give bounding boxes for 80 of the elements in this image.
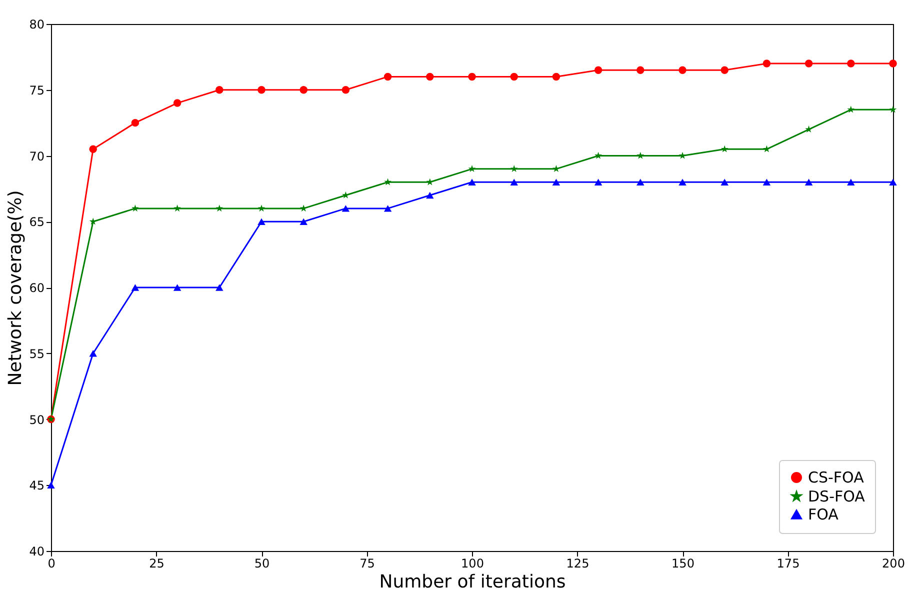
x-tick-label: 100 xyxy=(461,556,484,570)
x-axis-title: Number of iterations xyxy=(379,572,566,592)
point xyxy=(510,72,518,81)
point xyxy=(636,178,644,186)
point xyxy=(805,126,812,133)
y-tick-label: 80 xyxy=(29,18,44,32)
point xyxy=(763,145,770,152)
point xyxy=(804,60,813,68)
point xyxy=(216,86,224,94)
y-tick-label: 70 xyxy=(29,149,44,164)
point xyxy=(174,204,181,212)
point xyxy=(300,86,308,94)
point xyxy=(678,66,686,74)
y-tick-label: 50 xyxy=(29,412,44,427)
point xyxy=(594,66,602,74)
point xyxy=(258,218,266,225)
point xyxy=(468,165,476,172)
y-tick-label: 40 xyxy=(29,544,44,558)
point xyxy=(720,66,728,74)
point xyxy=(300,218,308,225)
point xyxy=(889,60,897,68)
point xyxy=(847,60,855,68)
x-tick-label: 200 xyxy=(882,556,905,570)
point xyxy=(258,86,266,94)
point xyxy=(426,192,434,199)
x-tick-label: 175 xyxy=(776,556,800,570)
x-tick-label: 50 xyxy=(254,556,270,570)
point xyxy=(47,482,55,488)
y-tick-label: 75 xyxy=(29,83,44,98)
point xyxy=(720,178,728,186)
point xyxy=(173,284,182,291)
legend-label: CS-FOA xyxy=(808,468,865,486)
point xyxy=(636,152,644,159)
point xyxy=(384,72,392,81)
legend-label: DS-FOA xyxy=(808,488,866,506)
legend-label: FOA xyxy=(808,506,840,524)
point xyxy=(510,165,518,172)
point xyxy=(678,178,686,186)
point xyxy=(594,178,602,186)
point xyxy=(342,205,350,212)
x-tick-label: 0 xyxy=(48,556,56,570)
point xyxy=(426,72,434,81)
point xyxy=(510,178,518,186)
point xyxy=(762,60,771,68)
x-tick-label: 75 xyxy=(360,556,375,570)
point xyxy=(552,178,560,186)
point xyxy=(89,350,97,357)
point xyxy=(678,152,686,159)
point xyxy=(132,204,139,212)
y-tick-label: 45 xyxy=(29,478,44,493)
point xyxy=(636,66,644,74)
point xyxy=(468,72,476,81)
y-axis-title: Network coverage(%) xyxy=(5,190,26,386)
point xyxy=(173,99,182,107)
point xyxy=(552,72,560,81)
point xyxy=(889,106,897,113)
y-tick-label: 65 xyxy=(29,215,44,230)
y-tick-label: 60 xyxy=(29,281,44,295)
point xyxy=(720,145,728,152)
point xyxy=(762,178,771,186)
point xyxy=(89,145,97,154)
x-tick-label: 125 xyxy=(566,556,590,570)
x-tick-label: 25 xyxy=(149,556,164,570)
point xyxy=(847,178,855,186)
point xyxy=(216,204,224,212)
point xyxy=(384,178,392,186)
x-tick-label: 150 xyxy=(672,556,694,570)
y-tick-label: 55 xyxy=(29,346,44,361)
point xyxy=(552,165,560,172)
point xyxy=(384,205,392,212)
point xyxy=(216,284,224,291)
point xyxy=(342,86,350,94)
point xyxy=(889,178,897,186)
point xyxy=(804,178,813,186)
point xyxy=(131,118,140,127)
point xyxy=(594,152,602,159)
point xyxy=(258,204,266,212)
point xyxy=(131,284,140,291)
point xyxy=(847,106,855,113)
point xyxy=(468,178,476,186)
